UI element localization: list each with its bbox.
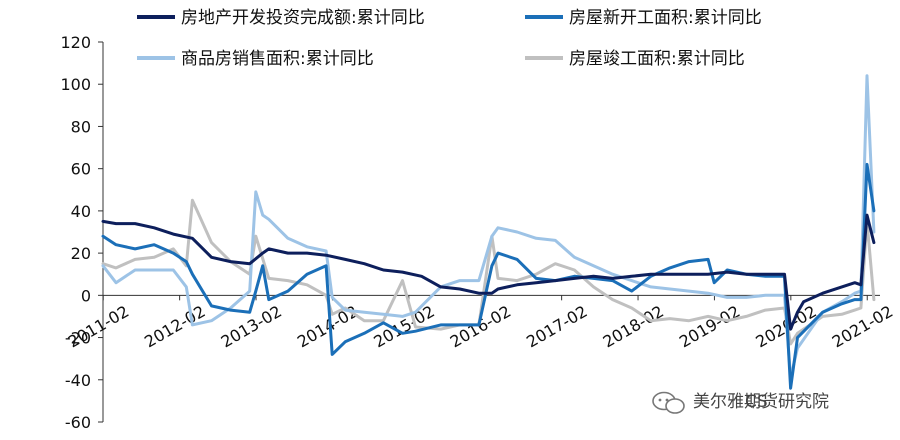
x-tick-label: 2011-02 bbox=[65, 302, 132, 352]
x-tick-label: 2021-02 bbox=[829, 302, 896, 352]
series-line-1 bbox=[101, 213, 876, 331]
y-tick-label: 40 bbox=[71, 202, 91, 221]
legend-label: 房地产开发投资完成额:累计同比 bbox=[181, 8, 425, 28]
y-tick-label: -20 bbox=[65, 329, 91, 348]
legend-label: 房屋竣工面积:累计同比 bbox=[569, 49, 745, 69]
series-line-2 bbox=[101, 162, 876, 390]
x-tick-label: 2012-02 bbox=[141, 302, 208, 352]
y-tick-label: 60 bbox=[71, 160, 91, 179]
watermark-overlay-text: CS bbox=[745, 392, 768, 412]
series-line-3 bbox=[101, 74, 876, 380]
watermark-text: 美尔雅期货研究院 bbox=[693, 392, 829, 412]
y-tick-label: 20 bbox=[71, 244, 91, 263]
y-tick-label: -60 bbox=[65, 413, 91, 432]
y-tick-label: 80 bbox=[71, 117, 91, 136]
y-axis: 120 100 80 60 40 20 0 -20 -40 -60 bbox=[60, 33, 104, 432]
series-group bbox=[101, 74, 876, 390]
x-tick-label: 2019-02 bbox=[676, 302, 743, 352]
y-tick-label: 120 bbox=[60, 33, 91, 52]
legend-label: 房屋新开工面积:累计同比 bbox=[569, 8, 762, 28]
y-tick-label: 0 bbox=[81, 286, 91, 305]
watermark: 美尔雅期货研究院 CS bbox=[652, 391, 829, 414]
wechat-bubble-icon bbox=[652, 391, 685, 414]
x-tick-label: 2017-02 bbox=[523, 302, 590, 352]
y-tick-label: 100 bbox=[60, 75, 91, 94]
y-tick-label: -40 bbox=[65, 371, 91, 390]
legend-label: 商品房销售面积:累计同比 bbox=[181, 49, 374, 69]
